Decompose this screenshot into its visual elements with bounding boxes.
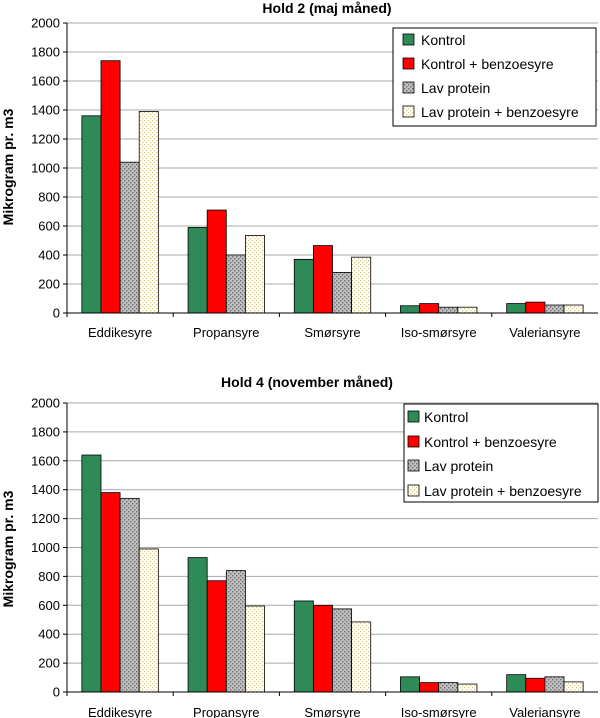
bar-lav-protein-benzoesyre-eddikesyre: [138, 111, 159, 314]
x-tick-label: Eddikesyre: [88, 325, 152, 340]
legend-swatch-lav-protein-benzoesyre: [407, 484, 420, 497]
x-tick-label: Smørsyre: [304, 325, 360, 340]
legend: Kontrol Kontrol + benzoesyre Lav protein…: [403, 403, 599, 503]
y-tick-label: 1400: [31, 103, 60, 118]
y-tick-label: 600: [38, 219, 60, 234]
y-tick-label: 400: [38, 248, 60, 263]
x-tick-label: Valeriansyre: [509, 705, 580, 718]
chart-title: Hold 2 (maj måned): [262, 0, 391, 16]
y-tick-label: 800: [38, 190, 60, 205]
bar-kontrol-iso-smorsyre: [400, 305, 420, 314]
y-tick-label: 1000: [31, 540, 60, 555]
y-tick-label: 2000: [31, 16, 60, 31]
legend-swatch-kontrol: [402, 33, 415, 46]
bar-lav-protein-eddikesyre: [119, 161, 140, 314]
x-tick-label: Valeriansyre: [509, 325, 580, 340]
bar-lav-protein-benzoesyre-smorsyre: [351, 621, 372, 693]
y-tick-label: 0: [53, 685, 60, 700]
bar-kontrol-benzoesyre-eddikesyre: [100, 60, 121, 314]
y-tick-label: 1400: [31, 482, 60, 497]
bar-lav-protein-smorsyre: [332, 271, 353, 314]
bar-kontrol-benzoesyre-smorsyre: [312, 604, 333, 693]
legend-label-kontrol: Kontrol: [424, 409, 468, 425]
x-tick-label: Iso-smørsyre: [401, 325, 477, 340]
x-tick-label: Smørsyre: [304, 705, 360, 718]
legend-label-lav-protein-benzoesyre: Lav protein + benzoesyre: [424, 483, 582, 499]
x-tick-label: Propansyre: [193, 325, 259, 340]
bar-kontrol-propansyre: [187, 557, 208, 693]
bar-kontrol-benzoesyre-iso-smorsyre: [419, 682, 440, 693]
bar-kontrol-benzoesyre-propansyre: [206, 209, 227, 314]
legend-swatch-lav-protein-benzoesyre: [402, 105, 415, 118]
bar-lav-protein-benzoesyre-propansyre: [245, 605, 265, 693]
y-tick-label: 0: [53, 306, 60, 321]
bar-lav-protein-propansyre: [225, 570, 246, 693]
y-tick-label: 1800: [31, 424, 60, 439]
bar-kontrol-benzoesyre-valeriansyre: [525, 677, 546, 693]
y-tick-label: 1200: [31, 132, 60, 147]
bar-lav-protein-iso-smorsyre: [438, 306, 459, 314]
bar-lav-protein-eddikesyre: [119, 497, 140, 693]
chart-hold-2: Hold 2 (maj måned) Mikrogram pr. m3 0 200…: [0, 0, 598, 340]
bar-lav-protein-benzoesyre-valeriansyre: [563, 304, 584, 314]
y-tick-label: 400: [38, 627, 60, 642]
y-axis-label: Mikrogram pr. m3: [0, 490, 16, 607]
bar-kontrol-smorsyre: [293, 258, 314, 314]
y-tick-label: 600: [38, 598, 60, 613]
chart-hold-4: Hold 4 (november måned) Mikrogram pr. m3…: [0, 374, 599, 718]
y-tick-label: 1800: [31, 45, 60, 60]
bar-kontrol-smorsyre: [293, 600, 314, 693]
bar-kontrol-benzoesyre-iso-smorsyre: [419, 303, 440, 314]
x-tick-label: Eddikesyre: [88, 705, 152, 718]
bar-lav-protein-valeriansyre: [544, 676, 565, 693]
bar-lav-protein-benzoesyre-iso-smorsyre: [457, 683, 478, 693]
legend-swatch-kontrol-benzoesyre: [402, 57, 415, 70]
bar-lav-protein-smorsyre: [332, 608, 353, 693]
x-tick-label: Iso-smørsyre: [401, 705, 477, 718]
legend-label-kontrol-benzoesyre: Kontrol + benzoesyre: [424, 434, 557, 450]
bar-lav-protein-benzoesyre-smorsyre: [351, 256, 372, 314]
chart-title: Hold 4 (november måned): [221, 374, 393, 390]
y-tick-label: 1600: [31, 453, 60, 468]
bar-lav-protein-benzoesyre-valeriansyre: [563, 681, 584, 693]
bar-kontrol-eddikesyre: [81, 454, 102, 693]
bar-kontrol-valeriansyre: [506, 674, 527, 693]
bar-lav-protein-propansyre: [225, 254, 246, 314]
bar-kontrol-benzoesyre-smorsyre: [312, 245, 333, 314]
bar-kontrol-benzoesyre-propansyre: [206, 580, 227, 693]
legend-swatch-kontrol-benzoesyre: [407, 435, 420, 448]
legend-label-lav-protein: Lav protein: [424, 458, 493, 474]
legend: Kontrol Kontrol + benzoesyre Lav protein…: [392, 27, 597, 127]
legend-label-lav-protein: Lav protein: [421, 80, 490, 96]
y-tick-label: 1200: [31, 511, 60, 526]
bar-kontrol-eddikesyre: [81, 115, 102, 314]
legend-box: [403, 403, 599, 503]
bar-kontrol-propansyre: [187, 227, 208, 314]
bar-lav-protein-benzoesyre-iso-smorsyre: [457, 306, 478, 314]
y-tick-label: 200: [38, 656, 60, 671]
y-tick-label: 2000: [31, 396, 60, 411]
legend-label-lav-protein-benzoesyre: Lav protein + benzoesyre: [421, 104, 579, 120]
bar-lav-protein-benzoesyre-eddikesyre: [138, 548, 159, 693]
bar-kontrol-benzoesyre-valeriansyre: [525, 301, 546, 314]
legend-swatch-lav-protein: [407, 459, 420, 472]
bar-lav-protein-benzoesyre-propansyre: [245, 235, 265, 314]
y-tick-label: 1000: [31, 161, 60, 176]
y-tick-label: 1600: [31, 74, 60, 89]
bar-kontrol-iso-smorsyre: [400, 676, 420, 693]
legend-box: [392, 27, 597, 127]
bar-kontrol-valeriansyre: [506, 303, 527, 314]
legend-swatch-kontrol: [407, 410, 420, 423]
y-axis-label: Mikrogram pr. m3: [0, 108, 16, 225]
bar-lav-protein-iso-smorsyre: [438, 682, 459, 693]
bar-lav-protein-valeriansyre: [544, 304, 565, 314]
x-tick-label: Propansyre: [193, 705, 259, 718]
bar-kontrol-benzoesyre-eddikesyre: [100, 492, 121, 693]
legend-swatch-lav-protein: [402, 81, 415, 94]
y-tick-label: 800: [38, 569, 60, 584]
legend-label-kontrol: Kontrol: [421, 32, 465, 48]
y-tick-label: 200: [38, 277, 60, 292]
legend-label-kontrol-benzoesyre: Kontrol + benzoesyre: [421, 56, 554, 72]
